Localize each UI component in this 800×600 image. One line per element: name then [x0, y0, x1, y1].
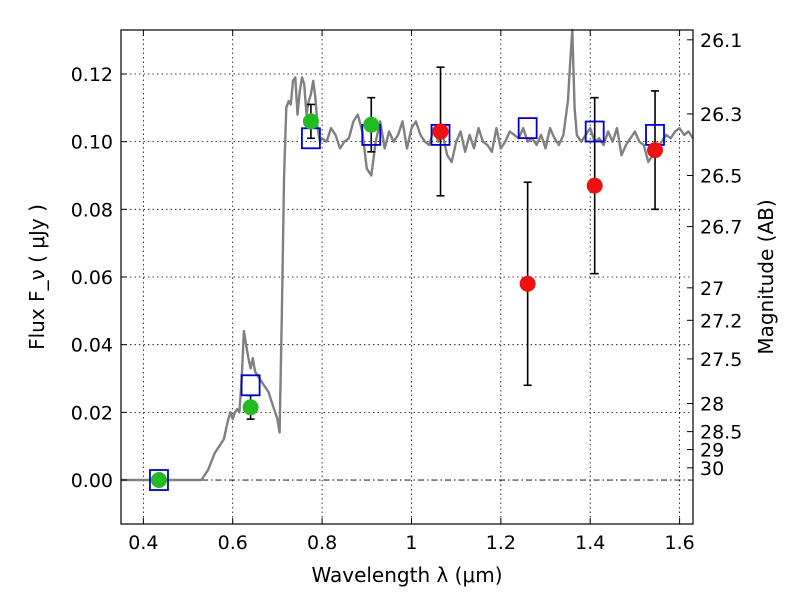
y-tick-label: 0.04 — [71, 335, 113, 357]
y-tick-label: 0.02 — [71, 402, 113, 424]
x-tick-label: 1.6 — [664, 532, 694, 554]
observed-points — [150, 113, 664, 489]
y-axis-label-left: Flux F_ν ( μJy ) — [25, 204, 49, 350]
grid-lines — [121, 30, 693, 524]
magnitude-tick-label: 27 — [700, 278, 724, 300]
magnitude-tick-label: 26.7 — [700, 217, 742, 239]
data-point — [432, 123, 449, 140]
x-tick-label: 1 — [405, 532, 417, 554]
spectrum-line — [121, 28, 695, 482]
magnitude-tick-label: 29 — [700, 440, 724, 462]
y-tick-label: 0.00 — [71, 470, 113, 492]
model-spectrum — [121, 28, 695, 482]
y-axis-ticks: 0.00 0.02 0.04 0.06 0.08 0.10 0.12 — [71, 64, 127, 492]
magnitude-tick-label: 26.5 — [700, 165, 742, 187]
data-point — [242, 399, 259, 416]
data-point — [647, 142, 664, 159]
y-tick-label: 0.08 — [71, 199, 113, 221]
y-axis-label-right: Magnitude (AB) — [754, 199, 778, 354]
data-point — [302, 113, 319, 130]
x-tick-label: 1.2 — [486, 532, 516, 554]
model-photometry-square — [584, 120, 605, 143]
x-axis-ticks: 0.4 0.6 0.8 1 1.2 1.4 1.6 — [128, 30, 695, 554]
data-point — [586, 177, 603, 194]
magnitude-tick-label: 26.3 — [700, 104, 742, 126]
x-tick-label: 0.8 — [307, 532, 337, 554]
magnitude-tick-label: 27.2 — [700, 310, 742, 332]
model-photometry-squares — [149, 117, 665, 491]
data-point — [363, 116, 380, 133]
y-tick-label: 0.06 — [71, 267, 113, 289]
data-point — [519, 275, 536, 292]
x-axis-label: Wavelength λ (μm) — [311, 563, 502, 587]
model-photometry-square — [149, 469, 169, 491]
x-tick-label: 1.4 — [575, 532, 605, 554]
y-tick-label: 0.12 — [71, 64, 113, 86]
model-photometry-square — [517, 117, 538, 140]
model-photometry-square — [240, 374, 261, 397]
magnitude-tick-label: 26.1 — [700, 30, 742, 52]
x-tick-label: 0.4 — [128, 532, 158, 554]
data-point — [150, 472, 167, 489]
magnitude-tick-label: 30 — [700, 458, 724, 480]
magnitude-tick-label: 28 — [700, 394, 724, 416]
x-tick-label: 0.6 — [218, 532, 248, 554]
magnitude-tick-label: 27.5 — [700, 349, 742, 371]
y-tick-label: 0.10 — [71, 132, 113, 154]
magnitude-tick-label: 28.5 — [700, 422, 742, 444]
